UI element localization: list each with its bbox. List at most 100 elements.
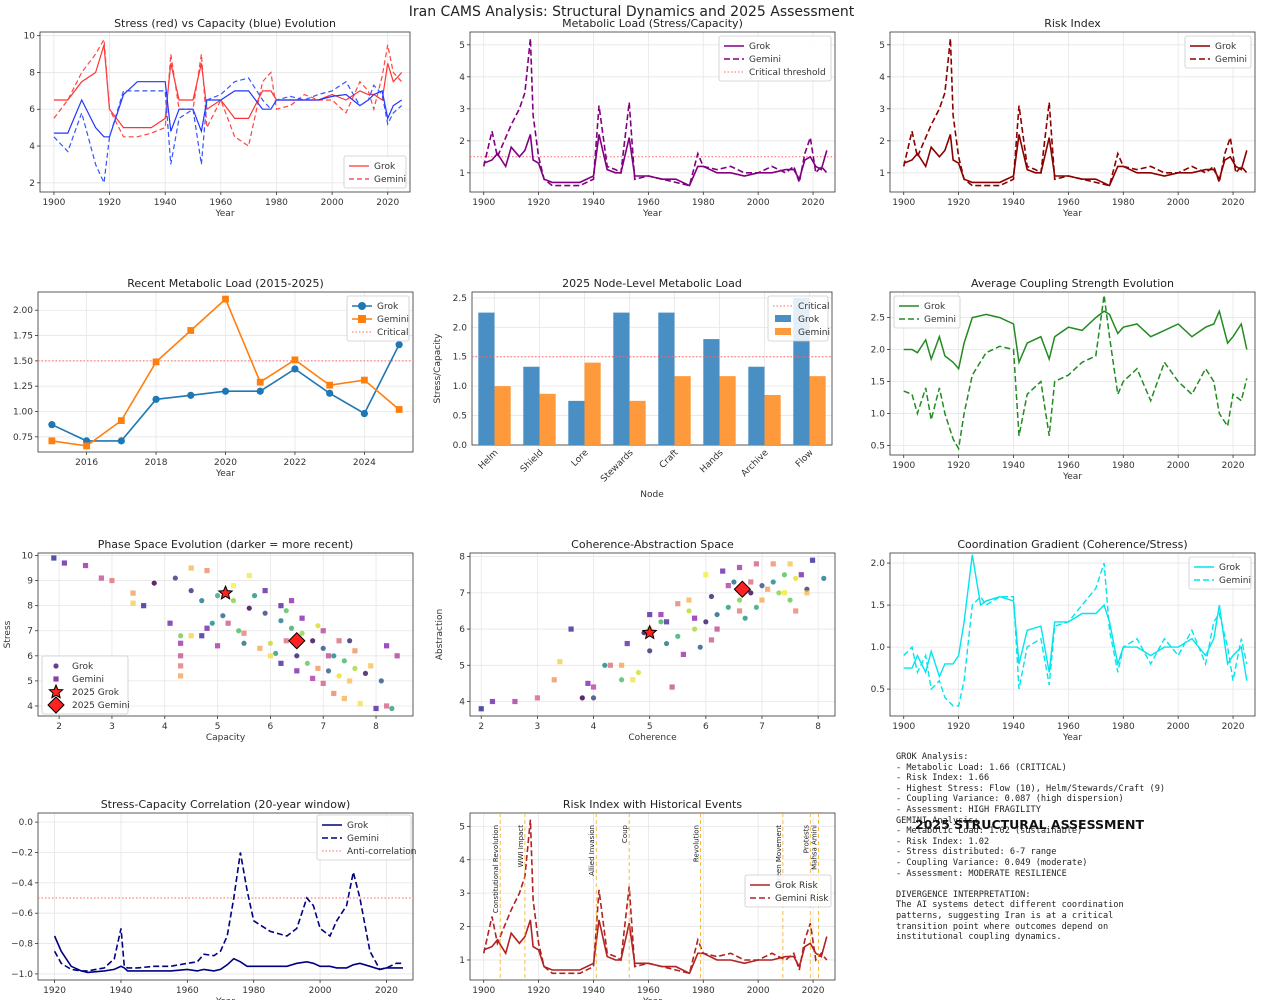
y-tick-label: 6 — [459, 625, 465, 635]
stress-capacity-panel: 1900 1920 1940 1960 1980 2000 2020 2 4 6 8 10 Stress… — [24, 17, 411, 219]
gemini-point — [658, 611, 664, 618]
marker-circle — [152, 395, 160, 403]
grok-point — [742, 615, 748, 621]
marker-circle — [326, 389, 334, 397]
x-tick-label: 5 — [215, 722, 221, 732]
x-tick-label: 1900 — [472, 986, 495, 996]
bar-gemini — [584, 362, 601, 445]
legend-swatch — [775, 315, 791, 322]
x-tick-label: 6 — [703, 722, 709, 732]
marker-square — [117, 417, 125, 425]
gemini-point — [551, 677, 557, 683]
marker-circle — [48, 421, 56, 429]
event-label: Constitutional Revolution — [492, 825, 500, 913]
x-tick-label: 1940 — [1002, 722, 1025, 732]
gemini-point — [167, 620, 173, 626]
gemini-point — [708, 637, 715, 643]
y-tick-label: 1 — [879, 169, 885, 179]
gemini-point — [669, 684, 675, 690]
grok-point — [220, 613, 226, 619]
gemini-point — [368, 663, 374, 669]
y-tick-label: 2 — [29, 179, 35, 189]
assessment-line: - Metabolic Load: 1.66 (CRITICAL) — [896, 762, 1067, 773]
gemini-point — [557, 659, 563, 665]
series-line — [903, 308, 1248, 371]
x-tick-label: 2 — [478, 722, 484, 732]
grok-point — [787, 597, 793, 603]
x-tick-label: 1960 — [1057, 461, 1080, 471]
legend-box — [343, 155, 407, 189]
x-axis-label: Year — [1062, 472, 1082, 482]
legend-label: 2025 Grok — [72, 688, 120, 698]
gemini-point — [336, 638, 342, 644]
gemini-point — [585, 680, 591, 686]
grok-point — [341, 658, 347, 664]
plot-frame — [37, 552, 414, 717]
series-line — [482, 38, 828, 187]
legend-swatch — [775, 328, 791, 335]
x-tick-label: 1980 — [1112, 722, 1135, 732]
grok-point — [230, 598, 237, 604]
x-tick-label: 2020 — [802, 198, 825, 208]
legend-label: Grok Risk — [775, 881, 818, 891]
y-tick-label: −0.6 — [11, 909, 33, 919]
grok-point — [647, 648, 653, 654]
grok-point — [378, 678, 384, 684]
x-tick-label: 1940 — [154, 198, 177, 208]
gemini-point — [748, 579, 754, 585]
gemini-point — [680, 651, 686, 658]
legend-label: Critical — [377, 328, 408, 338]
y-tick-label: 0.5 — [871, 441, 885, 451]
category-label: Flow — [794, 448, 816, 470]
gemini-point — [299, 615, 305, 621]
y-tick-label: 2.5 — [453, 294, 467, 304]
plot-frame — [889, 31, 1256, 193]
y-tick-label: 1.0 — [453, 382, 468, 392]
plot-frame — [37, 812, 414, 981]
y-tick-label: 2.00 — [13, 306, 33, 316]
grok-point — [325, 668, 332, 674]
y-tick-label: 7 — [459, 589, 465, 599]
panel-title: Coordination Gradient (Coherence/Stress) — [957, 538, 1187, 551]
y-tick-label: 2.0 — [871, 346, 886, 356]
y-tick-label: 2.5 — [871, 314, 885, 324]
gemini-point — [230, 583, 237, 589]
bar-gemini — [809, 376, 826, 445]
x-tick-label: 1940 — [582, 986, 605, 996]
legend-box — [744, 874, 832, 908]
grok-point — [753, 604, 759, 610]
assessment-line: - Metabolic Load: 1.02 (sustainable) — [896, 826, 1083, 837]
x-tick-label: 4 — [162, 722, 168, 732]
grok-point — [692, 626, 698, 632]
marker-star — [217, 584, 234, 600]
x-tick-label: 1980 — [1112, 198, 1135, 208]
gemini-point — [225, 620, 231, 626]
x-axis-label: Coherence — [628, 733, 677, 743]
grok-point — [619, 677, 625, 683]
marker-star — [48, 683, 64, 699]
y-tick-label: 1.75 — [13, 332, 33, 342]
bar-grok — [568, 400, 585, 445]
gemini-point — [781, 590, 788, 596]
gemini-point — [383, 643, 390, 649]
y-tick-label: 3 — [879, 105, 885, 115]
event-label: Green Movement — [775, 825, 783, 886]
panel-title: 2025 Node-Level Metabolic Load — [562, 277, 742, 290]
gemini-point — [736, 564, 743, 571]
gemini-point — [373, 705, 379, 712]
grok-point — [579, 695, 585, 701]
x-axis-label: Year — [1062, 209, 1082, 219]
y-tick-label: 1 — [459, 169, 465, 179]
marker-circle — [221, 387, 230, 395]
y-tick-label: 4 — [879, 73, 885, 83]
x-tick-label: 2020 — [1222, 198, 1245, 208]
legend-label: Gemini — [1219, 576, 1251, 586]
gemini-point — [478, 706, 484, 712]
legend-label: Gemini — [798, 328, 830, 338]
x-tick-label: 1920 — [947, 722, 970, 732]
marker-diamond — [733, 580, 752, 598]
gemini-point — [267, 653, 273, 659]
y-tick-label: 4 — [459, 856, 465, 866]
gemini-point — [534, 695, 540, 701]
grok-point — [362, 670, 369, 676]
